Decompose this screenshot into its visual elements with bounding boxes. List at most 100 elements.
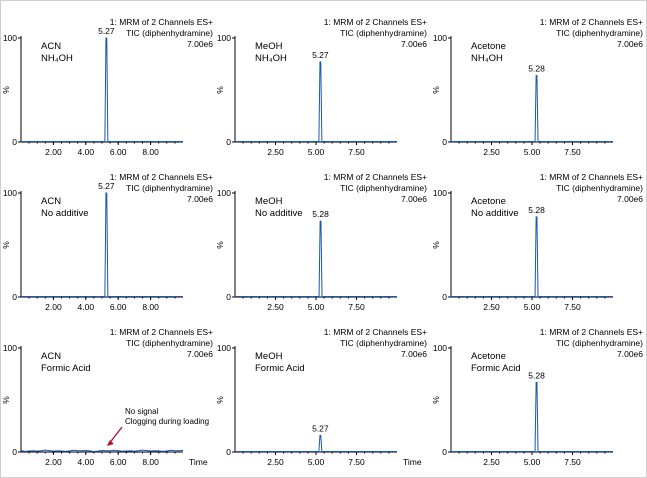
series-trace [21, 192, 183, 297]
y-unit-label: % [431, 241, 441, 249]
peak-label: 5.28 [528, 63, 545, 73]
channel-title: 1: MRM of 2 Channels ES+ [110, 172, 213, 182]
x-tick-label: 2.50 [483, 147, 500, 157]
solvent-label: ACN [41, 351, 61, 362]
y-min-label: 0 [12, 292, 17, 302]
y-max-label: 100 [3, 33, 17, 43]
peak-label: 5.27 [312, 423, 329, 433]
channel-title: 1: MRM of 2 Channels ES+ [110, 17, 213, 27]
chromatogram-panel: 1: MRM of 2 Channels ES+ TIC (diphenhydra… [215, 156, 430, 314]
series-trace [451, 381, 613, 452]
additive-label: No additive [471, 208, 519, 219]
additive-label: NH₄OH [41, 53, 73, 64]
x-tick-label: 2.50 [267, 147, 284, 157]
chromatogram-svg: 1: MRM of 2 Channels ES+TIC (diphenhydra… [215, 17, 427, 157]
x-tick-label: 5.00 [524, 302, 541, 312]
y-unit-label: % [431, 396, 441, 404]
chromatogram-svg: 1: MRM of 2 Channels ES+TIC (diphenhydra… [1, 327, 213, 467]
channel-title: 1: MRM of 2 Channels ES+ [540, 172, 643, 182]
x-tick-label: 2.50 [483, 457, 500, 467]
y-unit-label: % [1, 396, 11, 404]
chromatogram-svg: 1: MRM of 2 Channels ES+TIC (diphenhydra… [1, 172, 213, 312]
peak-label: 5.28 [312, 209, 329, 219]
peak-label: 5.27 [98, 26, 115, 36]
y-min-label: 0 [442, 447, 447, 457]
peak-label: 5.28 [528, 370, 545, 380]
solvent-label: MeOH [255, 196, 283, 207]
additive-label: Formic Acid [255, 363, 305, 374]
y-max-label: 100 [433, 33, 447, 43]
x-tick-label: 7.50 [564, 147, 581, 157]
additive-label: No additive [41, 208, 89, 219]
chromatogram-svg: 1: MRM of 2 Channels ES+TIC (diphenhydra… [431, 327, 643, 467]
solvent-label: MeOH [255, 351, 283, 362]
peak-label: 5.27 [312, 50, 329, 60]
solvent-label: Acetone [471, 196, 506, 207]
channel-title: 1: MRM of 2 Channels ES+ [324, 17, 427, 27]
intensity-scale: 7.00e6 [401, 194, 427, 204]
solvent-label: Acetone [471, 351, 506, 362]
y-unit-label: % [431, 86, 441, 94]
y-unit-label: % [1, 86, 11, 94]
channel-subtitle: TIC (diphenhydramine) [340, 28, 427, 38]
channel-title: 1: MRM of 2 Channels ES+ [540, 17, 643, 27]
series-trace [20, 449, 184, 453]
additive-label: NH₄OH [255, 53, 287, 64]
solvent-label: Acetone [471, 41, 506, 52]
intensity-scale: 7.00e6 [187, 349, 213, 359]
chromatogram-panel: 1: MRM of 2 Channels ES+ TIC (diphenhydra… [431, 156, 646, 314]
channel-title: 1: MRM of 2 Channels ES+ [110, 327, 213, 337]
additive-label: Formic Acid [41, 363, 91, 374]
chromatogram-panel: 1: MRM of 2 Channels ES+ TIC (diphenhydra… [431, 1, 646, 159]
y-min-label: 0 [442, 137, 447, 147]
chromatogram-panel: 1: MRM of 2 Channels ES+ TIC (diphenhydra… [1, 311, 216, 469]
y-unit-label: % [215, 396, 225, 404]
intensity-scale: 7.00e6 [617, 194, 643, 204]
y-min-label: 0 [12, 447, 17, 457]
x-tick-label: 4.00 [78, 457, 95, 467]
x-unit-label: Time [403, 457, 422, 467]
y-max-label: 100 [433, 188, 447, 198]
y-max-label: 100 [217, 188, 231, 198]
channel-subtitle: TIC (diphenhydramine) [126, 338, 213, 348]
series-trace [451, 74, 613, 142]
channel-subtitle: TIC (diphenhydramine) [556, 338, 643, 348]
y-max-label: 100 [3, 343, 17, 353]
annotation-arrowhead [106, 440, 114, 446]
channel-subtitle: TIC (diphenhydramine) [556, 183, 643, 193]
channel-subtitle: TIC (diphenhydramine) [126, 183, 213, 193]
intensity-scale: 7.00e6 [617, 39, 643, 49]
additive-label: No additive [255, 208, 303, 219]
series-trace [235, 434, 397, 452]
x-tick-label: 7.50 [564, 302, 581, 312]
x-tick-label: 4.00 [78, 302, 95, 312]
solvent-label: MeOH [255, 41, 283, 52]
x-tick-label: 5.00 [308, 147, 325, 157]
x-tick-label: 2.50 [483, 302, 500, 312]
y-unit-label: % [1, 241, 11, 249]
chromatogram-panel: 1: MRM of 2 Channels ES+ TIC (diphenhydra… [431, 311, 646, 469]
intensity-scale: 7.00e6 [187, 39, 213, 49]
y-min-label: 0 [226, 447, 231, 457]
solvent-label: ACN [41, 41, 61, 52]
chromatogram-panel: 1: MRM of 2 Channels ES+ TIC (diphenhydra… [1, 1, 216, 159]
chromatogram-svg: 1: MRM of 2 Channels ES+TIC (diphenhydra… [431, 17, 643, 157]
channel-title: 1: MRM of 2 Channels ES+ [540, 327, 643, 337]
x-tick-label: 6.00 [110, 457, 127, 467]
x-tick-label: 5.00 [524, 457, 541, 467]
annotation-arrow [108, 426, 123, 445]
chromatogram-panel: 1: MRM of 2 Channels ES+ TIC (diphenhydra… [215, 311, 430, 469]
intensity-scale: 7.00e6 [401, 349, 427, 359]
intensity-scale: 7.00e6 [617, 349, 643, 359]
channel-subtitle: TIC (diphenhydramine) [340, 183, 427, 193]
y-max-label: 100 [217, 33, 231, 43]
x-unit-label: Time [189, 457, 208, 467]
solvent-label: ACN [41, 196, 61, 207]
x-tick-label: 2.00 [45, 457, 62, 467]
y-max-label: 100 [3, 188, 17, 198]
x-tick-label: 6.00 [110, 302, 127, 312]
x-tick-label: 7.50 [564, 457, 581, 467]
intensity-scale: 7.00e6 [401, 39, 427, 49]
additive-label: Formic Acid [471, 363, 521, 374]
